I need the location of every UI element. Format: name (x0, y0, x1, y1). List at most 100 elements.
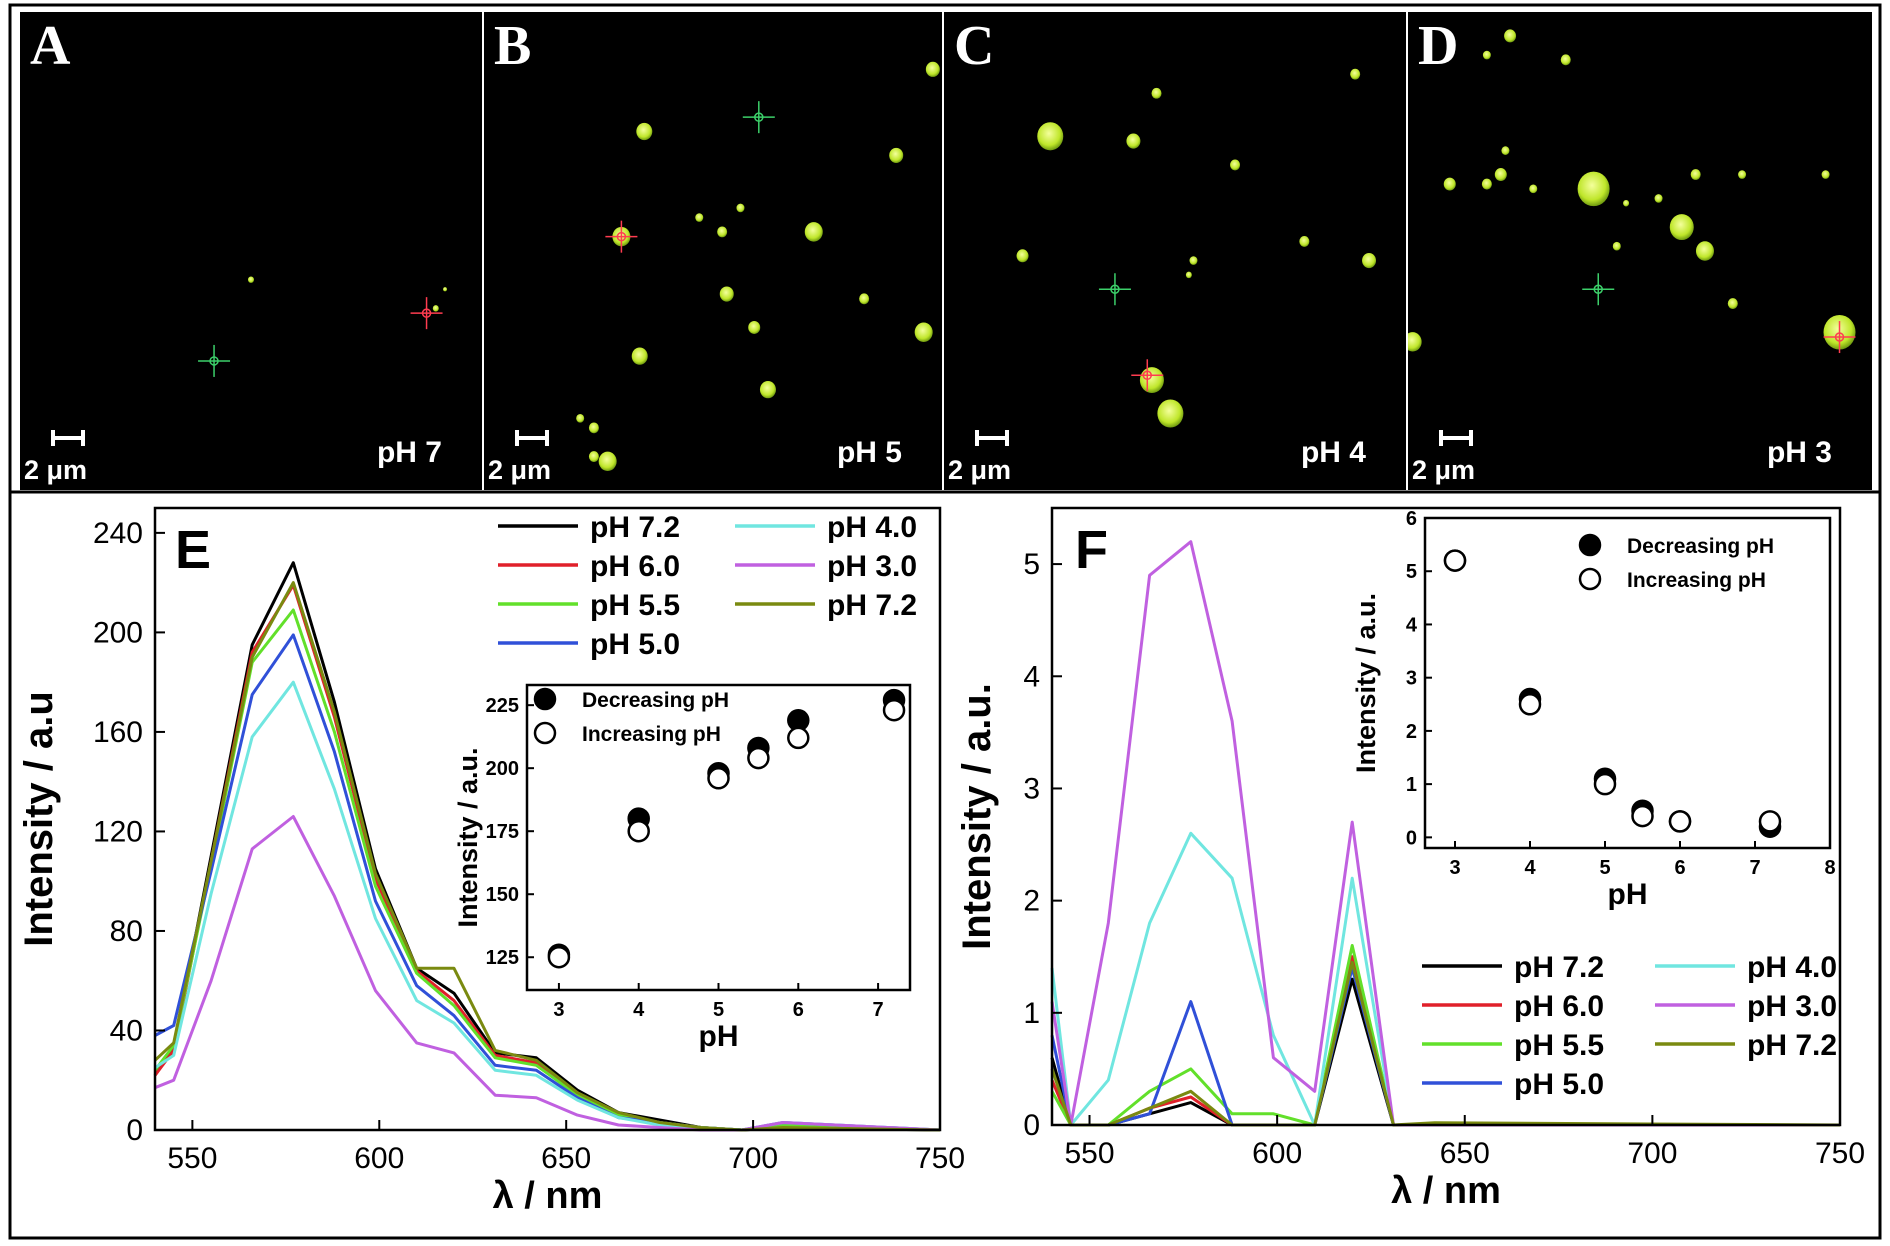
legend-label: pH 3.0 (827, 550, 917, 583)
fluorescent-particle (717, 226, 728, 238)
fluorescent-particle (1494, 168, 1507, 182)
inset-y-tick-label: 5 (1406, 561, 1417, 583)
inset-chart: 3 4 5 6 7 125 150 175 200 225 pH Intensity / a.u. De… (453, 683, 912, 1053)
crosshair-marker-icon (1098, 273, 1131, 306)
inset-x-tick-label: 4 (633, 999, 645, 1021)
panel-letter: C (954, 15, 995, 77)
inset-point (1668, 810, 1692, 833)
panel-letter: B (494, 15, 532, 77)
inset-y-axis-label: Intensity / a.u. (453, 747, 483, 927)
legend-label: pH 7.2 (1514, 951, 1604, 984)
x-tick-label: 700 (1627, 1137, 1677, 1170)
inset-legend-label: Increasing pH (582, 723, 721, 746)
inset-x-tick-label: 3 (553, 999, 564, 1021)
legend-label: pH 7.2 (827, 589, 917, 622)
x-tick-label: 700 (728, 1142, 778, 1175)
y-tick-label: 0 (1023, 1109, 1040, 1142)
fluorescent-particle (1612, 241, 1621, 251)
micrograph-c-image (1016, 68, 1377, 428)
chart-e: 550 600 650 700 750 0 40 80 120 160 200 240 λ / nm In… (17, 506, 965, 1217)
scale-bar-label: 2 μm (24, 455, 88, 485)
legend-label: pH 5.0 (590, 628, 680, 661)
inset-point (747, 746, 770, 770)
micrograph-a: A 2 μm pH 7 (20, 12, 482, 490)
ph-label: pH 3 (1766, 436, 1832, 469)
inset-x-tick-label: 7 (1749, 857, 1760, 879)
inset-point (547, 945, 571, 969)
fluorescent-particle (432, 305, 439, 312)
fluorescent-particle (925, 61, 940, 77)
x-tick-label: 550 (1064, 1137, 1114, 1170)
inset-x-tick-label: 4 (1524, 857, 1536, 879)
inset-y-tick-label: 4 (1406, 614, 1418, 636)
fluorescent-particle (1690, 169, 1701, 180)
inset-y-tick-label: 125 (486, 947, 519, 969)
scale-bar-icon (975, 430, 1009, 446)
y-tick-label: 240 (93, 517, 143, 550)
fluorescent-particle (719, 286, 734, 302)
figure-frame (8, 3, 1882, 1240)
legend-label: pH 5.5 (590, 589, 680, 622)
fluorescent-particle (631, 347, 648, 365)
fluorescent-particle (588, 451, 599, 462)
micrograph-c: C 2 μm pH 4 (944, 12, 1406, 490)
inset-legend-label: Decreasing pH (1627, 535, 1774, 558)
inset-y-axis-label: Intensity / a.u. (1351, 593, 1381, 773)
micrograph-a-image (198, 276, 448, 377)
fluorescent-particle (804, 222, 823, 242)
scale-bar-label: 2 μm (1412, 455, 1476, 485)
fluorescent-particle (1037, 122, 1064, 151)
crosshair-circle (421, 308, 432, 318)
fluorescent-particle (695, 213, 704, 222)
fluorescent-particle (1299, 236, 1310, 247)
inset-legend-marker (1578, 567, 1602, 591)
scale-bar-label: 2 μm (488, 455, 552, 485)
fluorescent-particle (1669, 214, 1694, 241)
y-tick-label: 40 (110, 1014, 143, 1047)
inset-x-tick-label: 6 (793, 999, 804, 1021)
y-tick-label: 0 (126, 1114, 143, 1147)
scale-bar-icon (51, 430, 85, 446)
inset-point (882, 698, 906, 722)
inset-y-tick-label: 0 (1406, 827, 1417, 849)
inset-point (1443, 549, 1467, 572)
x-tick-label: 650 (1440, 1137, 1490, 1170)
fluorescent-particle (1362, 253, 1377, 269)
crosshair-circle (209, 356, 219, 366)
inset-point (1631, 804, 1654, 828)
panel-letter: A (30, 15, 71, 77)
fluorescent-particle (1126, 133, 1141, 149)
fluorescent-particle (588, 422, 599, 434)
inset-legend-marker (533, 687, 557, 711)
panel-letter: D (1418, 15, 1459, 77)
inset-legend-label: Decreasing pH (582, 689, 729, 712)
fluorescent-particle (1501, 146, 1510, 155)
fluorescent-particle (736, 203, 745, 213)
fluorescent-particle (1821, 170, 1830, 179)
series-line (153, 581, 941, 1132)
fluorescent-particle (598, 451, 617, 472)
x-axis-label: λ / nm (493, 1175, 603, 1217)
legend-label: pH 3.0 (1747, 990, 1837, 1023)
x-tick-label: 750 (1815, 1137, 1865, 1170)
legend-label: pH 7.2 (1747, 1029, 1837, 1062)
y-tick-label: 160 (93, 716, 143, 749)
inset-y-tick-label: 3 (1406, 668, 1417, 690)
fluorescent-particle (1408, 332, 1422, 352)
x-tick-label: 550 (167, 1142, 217, 1175)
fluorescent-particle (748, 321, 761, 334)
scale-bar-icon (1439, 430, 1473, 446)
x-axis-label: λ / nm (1391, 1170, 1501, 1212)
crosshair-circle (616, 231, 627, 242)
fluorescent-particle (1185, 271, 1192, 279)
y-tick-label: 120 (93, 815, 143, 848)
inset-x-axis-label: pH (1608, 878, 1648, 911)
series-line (1050, 944, 1840, 1127)
scale-bar-label: 2 μm (948, 455, 1012, 485)
crosshair-marker-icon (1823, 321, 1856, 354)
fluorescent-particle (1482, 50, 1491, 60)
inset-point (1518, 693, 1542, 716)
fluorescent-particle (1481, 178, 1492, 190)
